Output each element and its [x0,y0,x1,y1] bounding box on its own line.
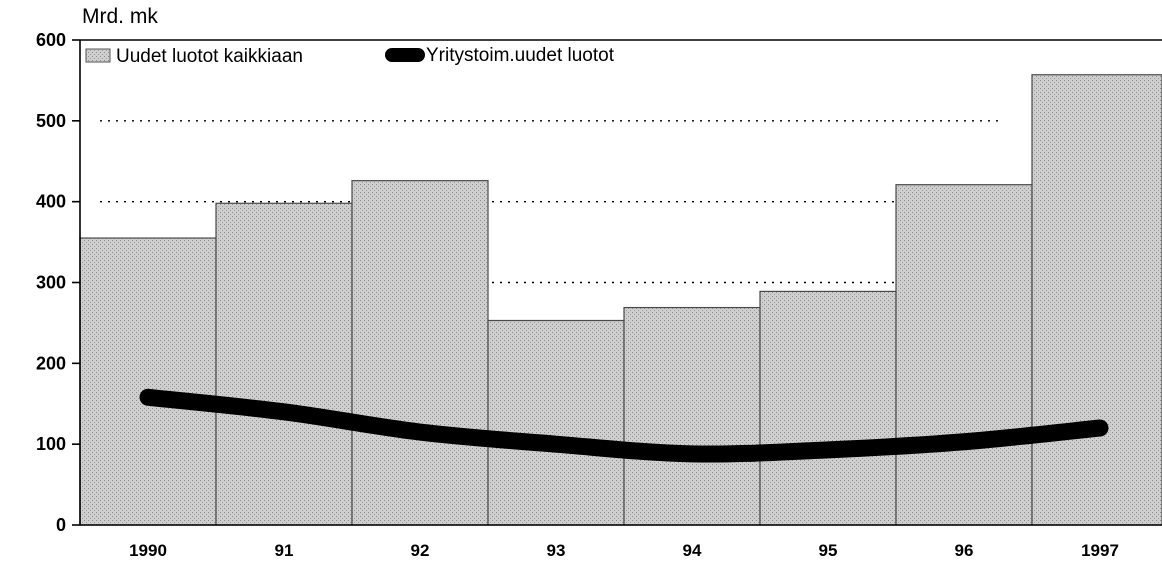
x-tick-label: 91 [275,541,294,560]
x-tick-label: 94 [683,541,702,560]
bar [623,306,761,526]
y-tick-label: 100 [36,434,66,454]
y-tick-label: 400 [36,192,66,212]
bar [351,180,489,526]
y-tick-label: 300 [36,273,66,293]
bar [79,237,217,526]
y-tick-label: 500 [36,111,66,131]
legend-label-line: Yritystoim.uudet luotot [426,45,615,66]
y-tick-label: 200 [36,353,66,373]
bar [1031,74,1162,526]
x-tick-label: 1990 [129,541,167,560]
grid-lines [100,120,1000,284]
line-series [139,388,1109,463]
y-tick-label: 600 [36,30,66,50]
axes: 0 100 200 300 400 500 600 1990 91 92 93 94 95 96 1997 [36,30,1162,560]
legend-label-bars: Uudet luotot kaikkiaan [116,46,303,67]
x-tick-label: 96 [955,541,974,560]
bar-series [79,74,1162,526]
x-tick-label: 95 [819,541,838,560]
bar [487,319,625,526]
y-tick-label: 0 [56,515,66,535]
y-unit-label: Mrd. mk [82,5,158,28]
bar [895,184,1033,526]
x-tick-label: 93 [547,541,566,560]
x-tick-label: 92 [411,541,430,560]
legend: Uudet luotot kaikkiaan Yritystoim.uudet … [85,45,615,67]
bar [759,290,897,526]
series-line [139,388,1109,463]
bar [215,202,353,526]
x-tick-label: 1997 [1081,541,1119,560]
legend-swatch-bars [85,48,111,63]
